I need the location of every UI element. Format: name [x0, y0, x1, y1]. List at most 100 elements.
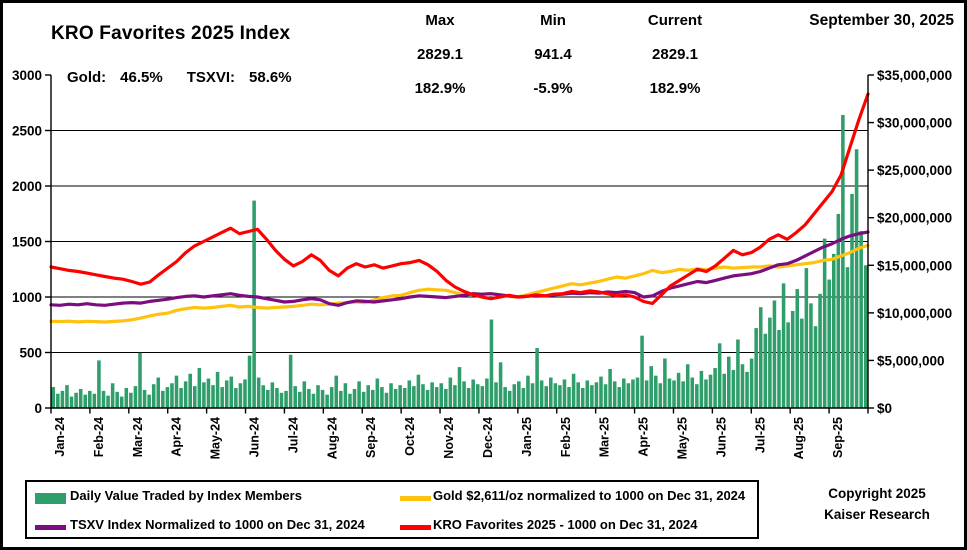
bar-daily-value [434, 387, 439, 408]
bar-daily-value [83, 394, 88, 408]
bar-daily-value [307, 388, 311, 408]
x-axis-month-label: Nov-24 [442, 417, 456, 459]
bar-daily-value [813, 326, 818, 408]
bar-daily-value [777, 329, 781, 408]
bar-daily-value [731, 369, 736, 408]
bar-daily-value [389, 383, 393, 408]
stat-current-value: 2829.1 [652, 46, 698, 63]
as-of-date: September 30, 2025 [809, 12, 954, 29]
bar-daily-value [119, 396, 124, 408]
bar-daily-value [60, 390, 65, 408]
bar-daily-value [530, 383, 535, 408]
bar-daily-value [841, 114, 845, 409]
right-axis-tick-label: $30,000,000 [877, 116, 952, 131]
bar-daily-value [334, 375, 339, 408]
bar-daily-value [416, 374, 421, 408]
stat-max-value: 2829.1 [417, 46, 463, 63]
stat-min-value: 941.4 [534, 46, 572, 63]
stat-column-min: Min 941.4 -5.9% [488, 13, 618, 115]
x-axis-month-label: Jan-25 [520, 417, 534, 457]
bar-daily-value [252, 200, 256, 408]
stat-current-percent: 182.9% [649, 80, 701, 97]
left-axis-tick-label: 1000 [12, 290, 42, 305]
bar-daily-value [809, 303, 813, 408]
bar-daily-value [772, 300, 777, 408]
bar-daily-value [156, 377, 161, 408]
x-axis-month-label: Mar-25 [598, 417, 612, 457]
x-axis-month-label: May-25 [675, 417, 689, 459]
bar-daily-value [183, 381, 188, 408]
bar-daily-value [644, 380, 649, 408]
bar-daily-value [521, 388, 526, 408]
bar-daily-value [115, 391, 119, 408]
copyright-line1: Copyright 2025 [828, 486, 926, 501]
stat-column-current: Current 2829.1 182.9% [610, 13, 740, 115]
right-axis-tick-label: $15,000,000 [877, 258, 952, 273]
bar-daily-value [640, 335, 644, 408]
bar-daily-value [631, 379, 635, 408]
legend-label-tsxv: TSXV Index Normalized to 1000 on Dec 31,… [70, 517, 365, 532]
bar-daily-value [859, 231, 863, 408]
bar-daily-value [101, 390, 106, 408]
legend-swatch-kro [400, 525, 431, 530]
bar-daily-value [74, 392, 78, 408]
bar-daily-value [612, 381, 617, 408]
bar-daily-value [92, 393, 97, 408]
bar-daily-value [279, 392, 284, 408]
stat-max-percent: 182.9% [414, 80, 466, 97]
bar-daily-value [576, 382, 580, 408]
bar-daily-value [174, 375, 179, 408]
bar-daily-value [197, 368, 202, 408]
x-axis-month-label: Aug-24 [325, 417, 339, 459]
bar-daily-value [562, 379, 567, 408]
bar-daily-value [88, 390, 92, 408]
legend-label-kro: KRO Favorites 2025 - 1000 on Dec 31, 202… [433, 517, 698, 532]
bar-daily-value [622, 378, 626, 408]
bar-daily-value [238, 383, 243, 408]
bar-daily-value [608, 368, 612, 408]
x-axis-month-label: Aug-25 [792, 417, 806, 459]
bar-daily-value [243, 379, 247, 408]
bar-daily-value [65, 385, 69, 408]
x-axis-month-label: Jan-24 [53, 417, 67, 457]
bar-daily-value [275, 388, 279, 408]
bar-daily-value [402, 388, 407, 408]
legend-swatch-daily-value [35, 493, 66, 504]
bar-daily-value [407, 380, 412, 408]
bar-daily-value [845, 267, 850, 408]
bar-daily-value [129, 392, 133, 408]
bar-daily-value [339, 390, 343, 408]
bar-daily-value [448, 377, 453, 408]
bar-daily-value [457, 367, 462, 408]
bar-daily-value [329, 387, 334, 408]
bar-daily-value [361, 391, 366, 408]
bar-daily-value [599, 376, 603, 408]
bar-daily-value [466, 388, 471, 408]
right-axis-tick-label: $20,000,000 [877, 211, 952, 226]
bar-daily-value [202, 382, 206, 408]
bar-daily-value [106, 395, 110, 408]
x-axis-month-label: Feb-24 [92, 417, 106, 457]
bar-daily-value [507, 390, 512, 408]
bar-daily-value [717, 343, 722, 408]
bar-daily-value [302, 381, 307, 408]
bar-daily-value [293, 386, 297, 408]
bar-daily-value [822, 238, 827, 408]
bar-daily-value [685, 364, 690, 408]
bar-daily-value [485, 378, 489, 408]
bar-daily-value [768, 317, 772, 408]
bar-daily-value [425, 389, 430, 408]
x-axis-month-label: Feb-25 [559, 417, 573, 457]
bar-daily-value [224, 380, 229, 408]
copyright-note: Copyright 2025 Kaiser Research [793, 484, 961, 526]
stat-max-header: Max [425, 12, 455, 29]
bar-daily-value [836, 213, 841, 408]
bar-daily-value [270, 382, 275, 408]
bar-daily-value [526, 375, 530, 408]
line-series [49, 92, 870, 306]
bar-daily-value [412, 386, 416, 408]
bar-daily-value [795, 289, 800, 408]
x-axis-month-label: Jun-24 [248, 417, 262, 457]
bar-daily-value [653, 375, 658, 408]
bar-daily-value [649, 366, 653, 408]
